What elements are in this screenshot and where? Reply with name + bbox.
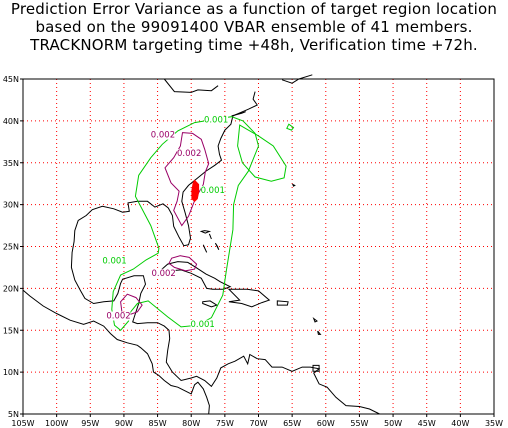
lon-tick-label: 80W: [182, 419, 200, 428]
island-jamaica: [202, 300, 218, 308]
lon-tick-label: 45W: [418, 419, 436, 428]
lon-tick-label: 65W: [283, 419, 301, 428]
lat-tick-label: 20N: [3, 284, 19, 293]
island-guadeloupe: [312, 317, 318, 323]
contour-label: 0.001: [204, 116, 228, 126]
island-hispaniola: [227, 288, 271, 308]
island-martinique: [317, 330, 322, 335]
island-trinidad: [312, 364, 320, 372]
lon-tick-label: 105W: [11, 419, 34, 428]
island-puerto-rico: [276, 300, 289, 306]
coastlines: [22, 74, 380, 415]
contour-0.002-central: [168, 255, 198, 272]
contour-label-bg: [204, 115, 229, 125]
title-line-2: based on the 99091400 VBAR ensemble of 4…: [35, 18, 473, 36]
lon-tick-label: 60W: [317, 419, 335, 428]
island-bermuda: [291, 183, 296, 187]
island-bahamas-2: [208, 233, 212, 240]
lon-tick-label: 85W: [149, 419, 167, 428]
lon-tick-label: 75W: [216, 419, 234, 428]
contour-0.002-south: [120, 293, 143, 316]
coast-inland-top: [163, 78, 219, 93]
contour-label-bg: [200, 185, 225, 195]
contour-label: 0.002: [177, 149, 201, 159]
contour-0.001-north-lobe: [237, 124, 287, 182]
lon-tick-label: 55W: [350, 419, 368, 428]
contour-label: 0.002: [106, 312, 130, 322]
contour-label: 0.001: [201, 186, 225, 196]
lat-tick-label: 5N: [8, 410, 19, 419]
contour-label-bg: [190, 319, 215, 329]
island-bahamas-4: [214, 242, 220, 251]
lon-tick-label: 70W: [249, 419, 267, 428]
title-line-1: Prediction Error Variance as a function …: [10, 0, 498, 18]
lon-tick-label: 95W: [81, 419, 99, 428]
title-line-3: TRACKNORM targeting time +48h, Verificat…: [30, 36, 478, 54]
contour-label-bg: [106, 311, 131, 321]
variance-contours: [111, 116, 295, 331]
contour-label: 0.001: [102, 256, 126, 266]
island-bahamas-3: [202, 244, 208, 253]
contour-0.002-north: [164, 132, 210, 227]
max-variance-region: [191, 179, 200, 202]
lat-tick-label: 30N: [3, 201, 19, 210]
island-bahamas-1: [199, 230, 212, 234]
contour-label: 0.002: [151, 131, 175, 141]
coast-nova-scotia: [281, 74, 313, 84]
lon-tick-label: 90W: [115, 419, 133, 428]
lat-lon-grid: [23, 79, 494, 414]
lat-tick-label: 10N: [3, 368, 19, 377]
contour-label-bg: [151, 268, 176, 278]
lat-tick-label: 15N: [3, 326, 19, 335]
coast-pacific: [22, 289, 210, 415]
contour-label-bg: [102, 256, 127, 266]
contour-0.001-small: [286, 123, 295, 131]
lon-tick-label: 40W: [451, 419, 469, 428]
lat-tick-label: 40N: [3, 117, 19, 126]
contour-label-bg: [150, 130, 175, 140]
axis-tick-labels: 105W 100W 95W 90W 85W 80W 75W 70W 65W 60W 55W 50W 45…: [3, 75, 503, 428]
island-long-island: [231, 111, 246, 117]
contour-label-bg: [177, 149, 202, 159]
island-cuba: [156, 261, 232, 290]
lat-tick-label: 35N: [3, 159, 19, 168]
contour-label: 0.001: [190, 320, 214, 330]
lon-tick-label: 100W: [45, 419, 68, 428]
lat-tick-label: 45N: [3, 75, 19, 84]
lon-tick-label: 35W: [485, 419, 503, 428]
lon-tick-label: 50W: [384, 419, 402, 428]
coast-north-america: [70, 91, 380, 415]
contour-label: 0.002: [151, 269, 175, 279]
lat-tick-label: 25N: [3, 243, 19, 252]
